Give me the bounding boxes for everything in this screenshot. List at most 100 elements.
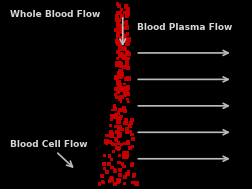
Point	[128, 147, 132, 150]
Point	[118, 28, 122, 31]
Point	[132, 173, 136, 176]
Point	[124, 19, 128, 22]
Point	[120, 55, 124, 58]
Point	[126, 52, 130, 55]
Point	[125, 92, 129, 95]
Point	[116, 120, 120, 123]
Point	[118, 87, 122, 90]
Point	[115, 40, 119, 43]
Point	[117, 19, 121, 22]
Point	[125, 131, 129, 134]
Point	[117, 40, 121, 43]
Point	[102, 154, 106, 157]
Point	[115, 37, 119, 40]
Point	[124, 63, 128, 66]
Point	[117, 74, 121, 77]
Point	[100, 180, 104, 183]
Point	[110, 115, 114, 118]
Point	[121, 156, 125, 159]
Point	[124, 42, 129, 45]
Point	[117, 97, 121, 100]
Point	[118, 74, 122, 77]
Point	[115, 2, 119, 5]
Point	[115, 62, 119, 65]
Point	[125, 90, 129, 93]
Point	[124, 53, 129, 56]
Point	[115, 57, 119, 60]
Point	[126, 101, 130, 104]
Point	[115, 15, 119, 18]
Point	[125, 51, 129, 54]
Point	[118, 108, 122, 112]
Point	[123, 119, 128, 122]
Point	[124, 52, 128, 55]
Point	[124, 151, 128, 154]
Point	[122, 106, 126, 109]
Point	[122, 35, 126, 38]
Point	[122, 56, 126, 59]
Point	[113, 143, 117, 146]
Point	[118, 115, 122, 118]
Point	[119, 73, 123, 76]
Point	[115, 50, 119, 53]
Point	[101, 163, 105, 166]
Point	[126, 57, 130, 60]
Point	[121, 47, 125, 50]
Point	[125, 12, 129, 15]
Point	[124, 21, 128, 24]
Point	[119, 8, 123, 11]
Point	[120, 163, 124, 166]
Point	[122, 48, 126, 51]
Point	[109, 177, 113, 180]
Point	[125, 43, 129, 46]
Point	[123, 109, 127, 112]
Text: Blood Cell Flow: Blood Cell Flow	[10, 140, 87, 149]
Point	[117, 71, 121, 74]
Point	[110, 143, 114, 146]
Point	[123, 93, 127, 96]
Point	[116, 148, 120, 151]
Point	[113, 170, 117, 173]
Point	[130, 138, 134, 141]
Point	[120, 15, 124, 19]
Point	[122, 86, 126, 89]
Point	[122, 176, 127, 179]
Point	[118, 64, 122, 67]
Point	[107, 155, 111, 158]
Point	[122, 54, 126, 57]
Point	[112, 105, 116, 108]
Point	[117, 174, 121, 177]
Point	[108, 141, 112, 144]
Point	[123, 64, 127, 67]
Point	[125, 86, 129, 89]
Point	[124, 14, 129, 17]
Point	[107, 179, 111, 182]
Point	[116, 81, 120, 84]
Point	[124, 155, 128, 158]
Point	[125, 173, 129, 176]
Point	[112, 106, 116, 109]
Point	[113, 93, 117, 96]
Point	[121, 151, 125, 154]
Point	[129, 118, 133, 121]
Point	[118, 75, 122, 78]
Point	[130, 181, 134, 184]
Point	[126, 51, 130, 54]
Point	[105, 134, 109, 137]
Point	[117, 134, 121, 137]
Point	[117, 71, 121, 74]
Point	[126, 170, 130, 173]
Point	[115, 32, 119, 35]
Point	[119, 30, 123, 33]
Point	[126, 141, 130, 144]
Point	[115, 33, 119, 36]
Point	[116, 116, 120, 119]
Point	[119, 53, 123, 56]
Point	[127, 124, 131, 127]
Point	[118, 44, 122, 47]
Point	[115, 76, 119, 79]
Point	[115, 35, 119, 38]
Point	[130, 162, 134, 165]
Point	[97, 183, 101, 186]
Point	[116, 179, 120, 182]
